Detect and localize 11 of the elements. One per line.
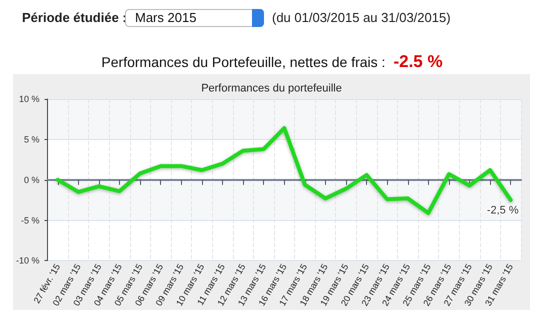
- y-tick-label: -5 %: [20, 215, 40, 226]
- text: Performances du Portefeuille, nettes de frais :: [101, 54, 386, 70]
- chart-title: Performances du portefeuille: [201, 82, 342, 94]
- y-tick-label: 10 %: [18, 94, 40, 104]
- y-tick-label: 5 %: [24, 134, 40, 144]
- text: (du 01/03/2015 au 31/03/2015): [272, 10, 451, 25]
- text: -2.5 %: [393, 52, 443, 71]
- y-tick-label: 0 %: [24, 174, 40, 185]
- text: Mars 2015: [135, 10, 196, 25]
- data-label: -2,5 %: [486, 204, 519, 217]
- y-tick-label: -10 %: [16, 256, 40, 266]
